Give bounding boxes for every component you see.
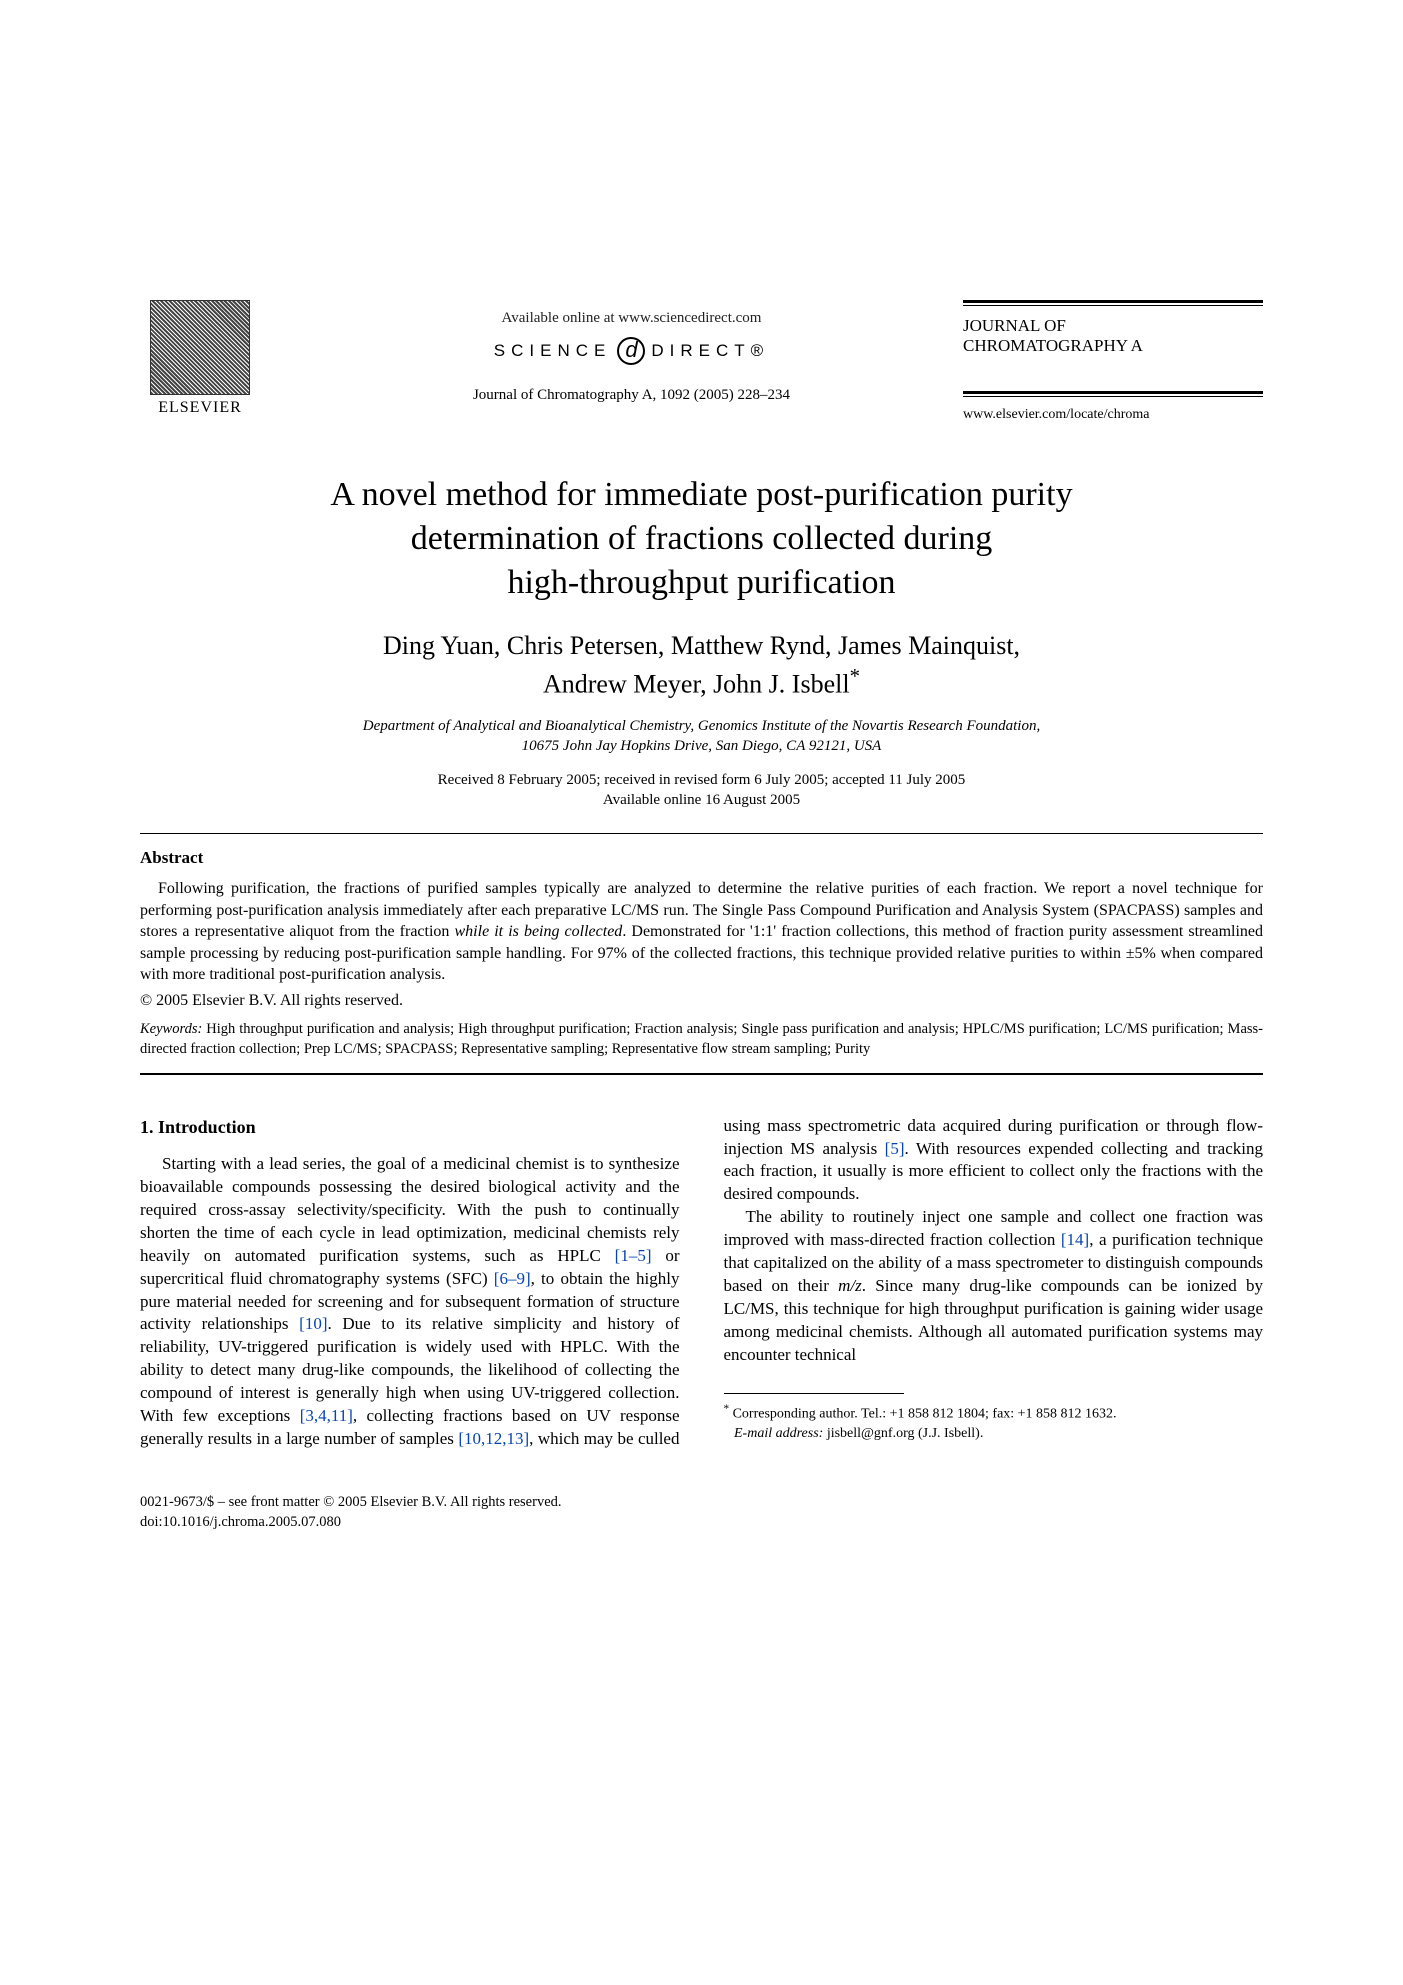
ref-6-9[interactable]: [6–9] <box>494 1269 531 1288</box>
body-columns: 1. Introduction Starting with a lead ser… <box>140 1115 1263 1451</box>
mz-italic: m/z <box>838 1276 862 1295</box>
ref-10[interactable]: [10] <box>299 1314 327 1333</box>
sciencedirect-left: SCIENCE <box>494 341 612 361</box>
keywords-label: Keywords: <box>140 1021 202 1037</box>
sciencedirect-swirl-icon <box>617 337 645 365</box>
p1-a: Starting with a lead series, the goal of… <box>140 1154 680 1265</box>
elsevier-tree-icon <box>150 300 250 395</box>
publisher-name: ELSEVIER <box>158 399 242 417</box>
affiliation: Department of Analytical and Bioanalytic… <box>140 716 1263 757</box>
abstract-copyright: © 2005 Elsevier B.V. All rights reserved… <box>140 992 1263 1010</box>
journal-url: www.elsevier.com/locate/chroma <box>963 407 1263 423</box>
authors-line-1: Ding Yuan, Chris Petersen, Matthew Rynd,… <box>383 631 1020 660</box>
page-header: ELSEVIER Available online at www.science… <box>140 300 1263 423</box>
dates-line-1: Received 8 February 2005; received in re… <box>438 772 966 788</box>
citation-line: Journal of Chromatography A, 1092 (2005)… <box>300 387 963 404</box>
affiliation-line-2: 10675 John Jay Hopkins Drive, San Diego,… <box>522 738 882 754</box>
footnote-corr: Corresponding author. Tel.: +1 858 812 1… <box>733 1407 1117 1422</box>
corresponding-star-icon: * <box>850 665 860 688</box>
ref-5[interactable]: [5] <box>885 1139 905 1158</box>
affiliation-line-1: Department of Analytical and Bioanalytic… <box>363 718 1040 734</box>
dates-line-2: Available online 16 August 2005 <box>603 792 800 808</box>
footnote-star-icon: * <box>724 1403 730 1415</box>
ref-10-12-13[interactable]: [10,12,13] <box>458 1429 529 1448</box>
authors-line-2: Andrew Meyer, John J. Isbell <box>543 669 850 698</box>
abstract-heading: Abstract <box>140 848 1263 868</box>
footer-line-2: doi:10.1016/j.chroma.2005.07.080 <box>140 1514 341 1530</box>
keywords-text: High throughput purification and analysi… <box>140 1021 1263 1057</box>
article-title: A novel method for immediate post-purifi… <box>252 473 1152 606</box>
journal-rule-thin-2 <box>963 396 1263 397</box>
journal-rule-thin <box>963 305 1263 306</box>
title-line-1: A novel method for immediate post-purifi… <box>330 476 1072 513</box>
keywords-block: Keywords: High throughput purification a… <box>140 1020 1263 1059</box>
corresponding-footnote: * Corresponding author. Tel.: +1 858 812… <box>724 1402 1264 1444</box>
intro-para-2: The ability to routinely inject one samp… <box>724 1206 1264 1367</box>
ref-1-5[interactable]: [1–5] <box>615 1246 652 1265</box>
journal-rule-thick-2 <box>963 391 1263 394</box>
ref-14[interactable]: [14] <box>1061 1230 1089 1249</box>
sciencedirect-logo: SCIENCE DIRECT® <box>494 337 769 365</box>
elsevier-logo: ELSEVIER <box>140 300 260 420</box>
abstract-italic: while it is being collected <box>455 923 623 940</box>
journal-name: JOURNAL OF CHROMATOGRAPHY A <box>963 316 1263 355</box>
author-list: Ding Yuan, Chris Petersen, Matthew Rynd,… <box>140 628 1263 702</box>
rule-above-abstract <box>140 833 1263 835</box>
footnote-separator <box>724 1393 904 1394</box>
journal-name-line2: CHROMATOGRAPHY A <box>963 336 1143 355</box>
journal-block: JOURNAL OF CHROMATOGRAPHY A www.elsevier… <box>963 300 1263 423</box>
journal-name-line1: JOURNAL OF <box>963 316 1066 335</box>
rule-below-keywords <box>140 1073 1263 1075</box>
title-line-3: high-throughput purification <box>507 564 895 601</box>
header-center: Available online at www.sciencedirect.co… <box>300 300 963 404</box>
publisher-block: ELSEVIER <box>140 300 300 420</box>
footnote-email-label: E-mail address: <box>734 1426 823 1441</box>
journal-rule-thick <box>963 300 1263 303</box>
abstract-body: Following purification, the fractions of… <box>140 878 1263 986</box>
title-line-2: determination of fractions collected dur… <box>411 520 993 557</box>
section-1-heading: 1. Introduction <box>140 1115 680 1139</box>
available-online-text: Available online at www.sciencedirect.co… <box>300 310 963 327</box>
sciencedirect-right: DIRECT® <box>651 341 769 361</box>
page-footer: 0021-9673/$ – see front matter © 2005 El… <box>140 1493 1263 1532</box>
ref-3-4-11[interactable]: [3,4,11] <box>300 1406 353 1425</box>
article-dates: Received 8 February 2005; received in re… <box>140 770 1263 811</box>
footer-line-1: 0021-9673/$ – see front matter © 2005 El… <box>140 1494 562 1510</box>
footnote-email: jisbell@gnf.org (J.J. Isbell). <box>827 1426 984 1441</box>
